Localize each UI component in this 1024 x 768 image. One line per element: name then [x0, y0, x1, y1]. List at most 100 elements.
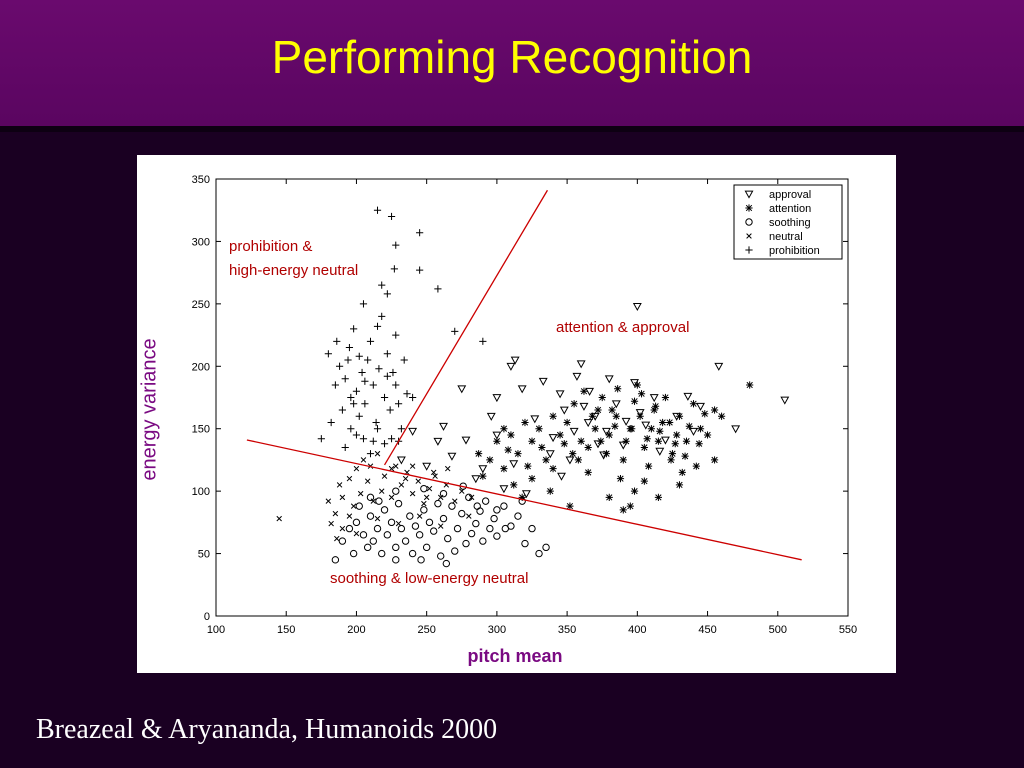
approval-point [731, 425, 741, 434]
approval-point [604, 375, 614, 384]
attention-point [493, 437, 501, 445]
attention-point [486, 456, 494, 464]
neutral-point [398, 482, 405, 488]
attention-point [611, 422, 619, 430]
plot-frame [215, 178, 849, 617]
prohibition-point [479, 337, 487, 345]
soothing-point [392, 556, 400, 564]
soothing-point [444, 534, 452, 543]
prohibition-point [359, 435, 368, 443]
y-tick-label: 300 [192, 236, 210, 248]
prohibition-point [347, 425, 355, 433]
prohibition-point [372, 418, 380, 427]
attention-point [626, 502, 634, 510]
neutral-point [276, 515, 282, 522]
approval-point [611, 400, 621, 409]
soothing-point [479, 537, 487, 545]
soothing-point [397, 524, 406, 533]
soothing-point [493, 532, 501, 540]
x-axis-label: pitch mean [467, 646, 563, 666]
prohibition-point [392, 331, 400, 339]
neutral-point [432, 473, 438, 479]
approval-point [509, 460, 519, 469]
neutral-point [374, 515, 381, 522]
attention-point [661, 393, 670, 402]
x-tick-label: 300 [488, 624, 506, 636]
soothing-point [366, 512, 375, 520]
approval-point [714, 362, 724, 371]
attention-point [654, 437, 662, 445]
attention-point [507, 431, 515, 439]
soothing-point [425, 518, 434, 527]
attention-point [584, 443, 592, 452]
neutral-point [346, 513, 353, 519]
attention-point [556, 431, 564, 439]
neutral-point [357, 490, 364, 497]
neutral-point [339, 494, 346, 501]
neutral-point [336, 482, 343, 488]
prohibition-point [451, 327, 459, 335]
approval-point [579, 402, 589, 411]
plot-panel: 100 150 200 250 300 350 400 450 500 550 0 50 100 150 2… [137, 155, 896, 673]
approval-point [618, 441, 628, 450]
soothing-point [453, 524, 462, 533]
attention-point [681, 452, 689, 460]
prohibition-point [369, 381, 377, 389]
prohibition-point [345, 343, 354, 352]
approval-point [433, 437, 443, 446]
soothing-point [411, 522, 420, 530]
prohibition-point [380, 440, 389, 448]
soothing-point [437, 552, 445, 560]
prohibition-point [397, 425, 405, 433]
approval-point [538, 377, 548, 386]
attention-point [570, 400, 578, 408]
neutral-point [350, 503, 357, 509]
approval-point [499, 485, 509, 494]
annotation-soothing-region: soothing & low-energy neutral [330, 567, 528, 591]
approval-point [555, 390, 565, 399]
soothing-point [434, 499, 442, 508]
attention-point [580, 387, 588, 395]
soothing-point [448, 502, 456, 510]
x-tick-label: 150 [277, 624, 295, 636]
attention-point [689, 400, 698, 408]
soothing-point [439, 489, 448, 498]
neutral-point [374, 450, 381, 457]
attention-point [524, 462, 532, 470]
soothing-point [439, 514, 448, 523]
attention-point [671, 440, 679, 448]
legend-label-soothing: soothing [769, 217, 811, 229]
prohibition-point [378, 312, 386, 320]
approval-point [630, 379, 639, 388]
y-tick-label: 250 [192, 299, 210, 311]
attention-point [500, 425, 508, 433]
neutral-point [346, 475, 353, 482]
soothing-point [451, 547, 459, 555]
attention-point [563, 418, 571, 427]
attention-point [475, 450, 483, 458]
y-tick-label: 50 [198, 549, 210, 561]
attention-point [504, 446, 512, 454]
approval-point [572, 372, 582, 381]
attention-point [710, 456, 719, 464]
soothing-point [338, 537, 347, 545]
soothing-point [420, 484, 428, 493]
prohibition-point [416, 266, 424, 274]
soothing-point [493, 506, 501, 514]
attention-point [591, 425, 599, 433]
attention-point [643, 435, 651, 443]
prohibition-point [355, 352, 363, 360]
annotation-line: prohibition & [229, 238, 313, 255]
prohibition-point [373, 322, 382, 330]
approval-point [478, 465, 488, 474]
soothing-point [406, 512, 414, 520]
soothing-point [363, 543, 372, 552]
prohibition-point [409, 393, 417, 402]
attention-point [521, 418, 529, 427]
prohibition-point [400, 356, 408, 364]
attention-point [692, 462, 700, 470]
neutral-point [402, 475, 409, 482]
approval-point [557, 472, 566, 481]
approval-point [492, 431, 502, 440]
prohibition-point [389, 368, 397, 377]
